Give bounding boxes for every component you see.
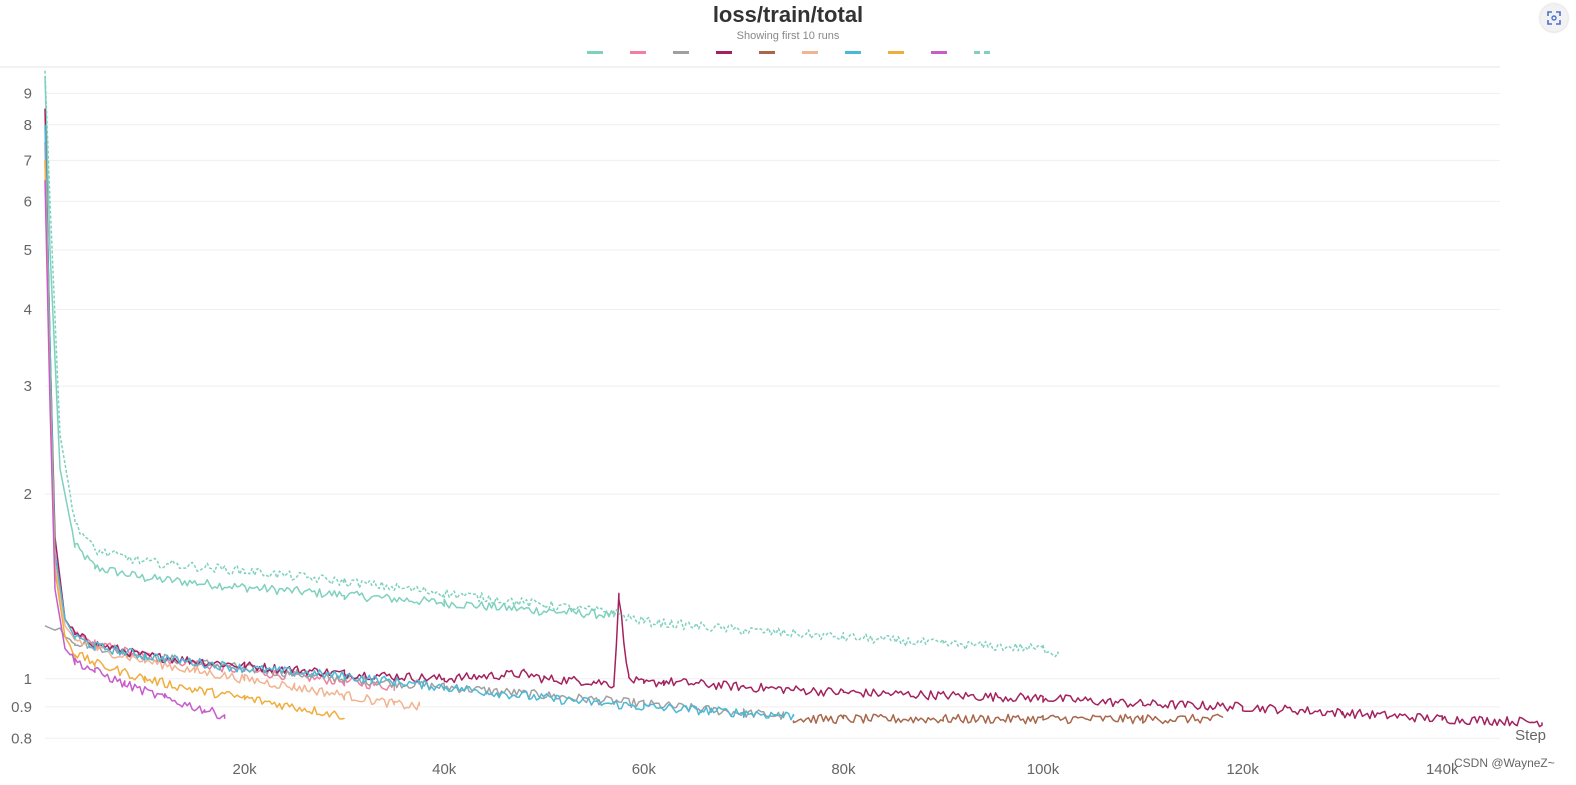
grid-lines: [45, 92, 1500, 739]
y-tick-label: 6: [24, 193, 32, 210]
series-line-2[interactable]: [44, 141, 396, 691]
series-lines[interactable]: [44, 70, 1543, 728]
x-axis-label: Step: [1515, 727, 1546, 744]
series-line-10[interactable]: [44, 70, 1059, 658]
legend-swatch-3[interactable]: [672, 51, 689, 54]
x-tick-label: 80k: [831, 761, 856, 778]
expand-icon: [1547, 11, 1561, 25]
y-tick-label: 2: [24, 486, 32, 503]
x-tick-label: 120k: [1226, 761, 1259, 778]
series-line-1[interactable]: [44, 76, 615, 620]
x-tick-label: 140k: [1426, 761, 1459, 778]
series-line-7[interactable]: [44, 124, 795, 721]
legend-swatch-9[interactable]: [930, 51, 947, 54]
series-line-8[interactable]: [44, 160, 346, 720]
series-line-5[interactable]: [792, 713, 1224, 725]
x-tick-label: 40k: [432, 761, 457, 778]
chart-title: loss/train/total: [712, 2, 864, 27]
legend-swatch-7[interactable]: [844, 51, 861, 54]
x-tick-label: 100k: [1027, 761, 1060, 778]
expand-button[interactable]: [1540, 4, 1568, 32]
legend-swatch-2[interactable]: [629, 51, 646, 54]
legend-swatch-5[interactable]: [758, 51, 775, 54]
y-tick-label: 7: [24, 152, 32, 169]
series-line-9[interactable]: [44, 180, 226, 720]
legend[interactable]: [0, 44, 1576, 58]
legend-swatch-10[interactable]: [973, 51, 990, 54]
legend-swatch-4[interactable]: [715, 51, 732, 54]
series-line-4[interactable]: [44, 108, 1543, 728]
y-tick-label: 1: [24, 671, 32, 688]
y-tick-label: 9: [24, 85, 32, 102]
y-tick-label: 8: [24, 117, 32, 134]
watermark: CSDN @WayneZ~: [1454, 756, 1555, 770]
y-tick-label: 3: [24, 378, 32, 395]
y-axis-ticks: 0.8 0.9 1 2 3 4 5 6 7 8 9: [11, 85, 32, 747]
legend-swatch-1[interactable]: [586, 51, 603, 54]
x-tick-label: 20k: [233, 761, 258, 778]
legend-swatch-8[interactable]: [887, 51, 904, 54]
y-tick-label: 0.9: [11, 699, 32, 716]
legend-swatch-6[interactable]: [801, 51, 818, 54]
y-tick-label: 4: [24, 301, 32, 318]
series-line-6[interactable]: [44, 160, 421, 711]
x-axis-ticks: 20k 40k 60k 80k 100k 120k 140k: [233, 761, 1459, 778]
x-tick-label: 60k: [632, 761, 657, 778]
y-tick-label: 5: [24, 242, 32, 259]
y-tick-label: 0.8: [11, 730, 32, 747]
chart-subtitle: Showing first 10 runs: [736, 30, 840, 42]
